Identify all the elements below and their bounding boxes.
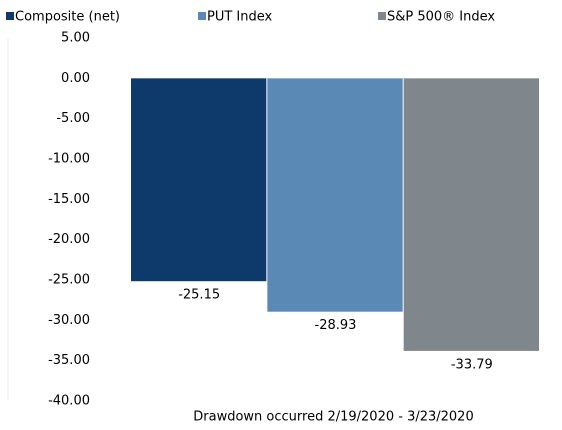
legend-swatch bbox=[198, 12, 206, 20]
y-tick-label: -20.00 bbox=[48, 232, 90, 247]
y-tick-label: 0.00 bbox=[61, 71, 90, 86]
legend-swatch bbox=[6, 12, 14, 20]
bar bbox=[267, 78, 403, 312]
data-label: -25.15 bbox=[178, 288, 220, 303]
y-tick-label: -10.00 bbox=[48, 152, 90, 167]
bar bbox=[403, 78, 539, 351]
y-tick-label: -40.00 bbox=[48, 394, 90, 409]
legend-swatch bbox=[378, 12, 386, 20]
y-tick-label: -5.00 bbox=[56, 111, 90, 126]
x-tick-label: Drawdown occurred 2/19/2020 - 3/23/2020 bbox=[193, 410, 473, 425]
legend-label: Composite (net) bbox=[15, 10, 120, 25]
y-tick-label: 5.00 bbox=[61, 31, 90, 46]
legend-label: S&P 500® Index bbox=[387, 10, 495, 25]
y-tick-label: -35.00 bbox=[48, 353, 90, 368]
bar bbox=[131, 78, 267, 282]
legend-label: PUT Index bbox=[207, 10, 273, 25]
y-tick-label: -30.00 bbox=[48, 313, 90, 328]
y-tick-label: -25.00 bbox=[48, 273, 90, 288]
data-label: -33.79 bbox=[451, 357, 493, 372]
data-label: -28.93 bbox=[315, 318, 357, 333]
y-tick-label: -15.00 bbox=[48, 192, 90, 207]
